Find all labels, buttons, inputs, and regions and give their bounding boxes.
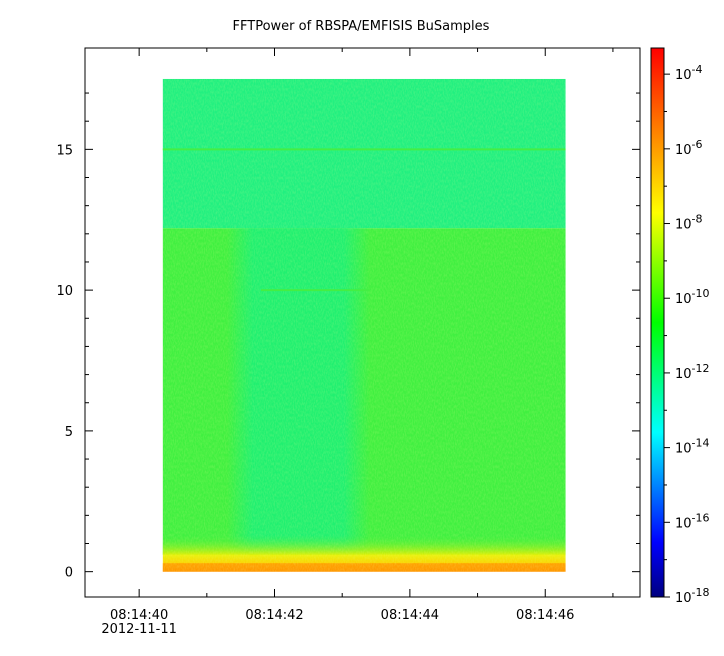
- x-tick-label-2: 08:14:44: [381, 608, 439, 623]
- colorbar-frame: [650, 47, 665, 598]
- x-tick-date-label: 2012-11-11: [101, 622, 177, 637]
- colorbar-fill: [651, 48, 664, 597]
- spectrogram-texture: [162, 78, 566, 572]
- colorbar: 10-4 10-6 10-8 10-10 10-12 10-14 10-16 10-18: [650, 47, 710, 606]
- x-tick-label-0: 08:14:40: [110, 608, 168, 623]
- colorbar-ticks: 10-4 10-6 10-8 10-10 10-12 10-14 10-16 10-18: [664, 63, 710, 606]
- x-tick-label-1: 08:14:42: [245, 608, 303, 623]
- colorbar-tick-label-1: 10-6: [675, 138, 703, 158]
- colorbar-tick-label-7: 10-18: [675, 586, 710, 606]
- y-tick-label-3: 15: [56, 143, 73, 158]
- plot-frame: [84, 47, 641, 598]
- colorbar-tick-label-3: 10-10: [675, 287, 710, 307]
- y-tick-label-1: 5: [65, 425, 73, 440]
- y-tick-label-2: 10: [56, 284, 73, 299]
- colorbar-tick-label-0: 10-4: [675, 63, 703, 83]
- colorbar-tick-label-5: 10-14: [675, 437, 710, 457]
- x-tick-label-3: 08:14:46: [516, 608, 574, 623]
- colorbar-tick-label-4: 10-12: [675, 362, 710, 382]
- colorbar-tick-label-6: 10-16: [675, 511, 710, 531]
- chart-title: FFTPower of RBSPA/EMFISIS BuSamples: [233, 19, 490, 34]
- y-axis: 0 5 10 15: [56, 92, 640, 581]
- plot-area: [162, 78, 566, 572]
- y-tick-label-0: 0: [65, 566, 73, 581]
- colorbar-tick-label-2: 10-8: [675, 213, 703, 233]
